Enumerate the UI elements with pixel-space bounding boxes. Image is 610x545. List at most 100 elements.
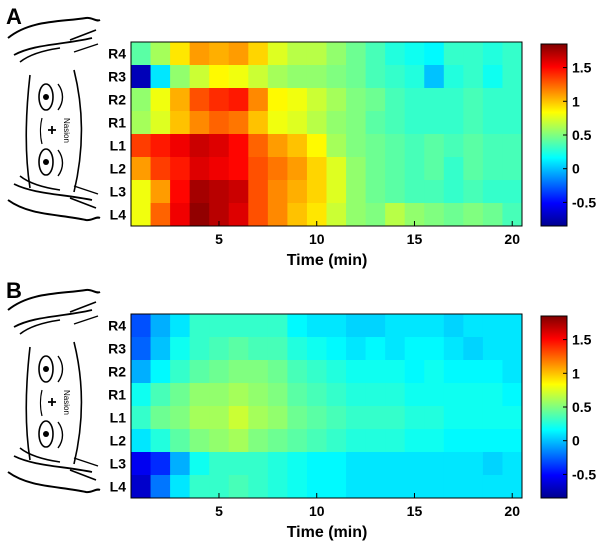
row-label: L1	[110, 138, 127, 154]
heatmap-cell	[443, 180, 464, 204]
heatmap-cell	[228, 360, 249, 384]
heatmap-cell	[365, 475, 386, 499]
heatmap-cell	[443, 475, 464, 499]
heatmap-cell	[150, 475, 171, 499]
heatmap-cell	[248, 180, 269, 204]
heatmap-cell	[482, 157, 503, 181]
heatmap-cell	[170, 452, 191, 476]
heatmap-cell	[502, 383, 523, 407]
row-label: R2	[108, 364, 126, 380]
nasion-label-b: Nasion	[62, 390, 71, 415]
heatmap-cell	[424, 203, 445, 227]
heatmap-cell	[209, 180, 230, 204]
heatmap-cell	[170, 65, 191, 89]
colorbar-tick-label: 1.5	[572, 60, 592, 76]
heatmap-cell	[365, 383, 386, 407]
heatmap-cell	[209, 406, 230, 430]
heatmap-cell	[443, 337, 464, 361]
row-label: L2	[110, 433, 127, 449]
x-tick-label: 10	[309, 503, 325, 519]
heatmap-cell	[248, 452, 269, 476]
row-label: R2	[108, 92, 126, 108]
heatmap-cell	[404, 88, 425, 112]
heatmap-cell	[189, 360, 210, 384]
row-label: R1	[108, 387, 126, 403]
heatmap-cell	[267, 314, 288, 338]
heatmap-cell	[404, 314, 425, 338]
heatmap-cell	[228, 475, 249, 499]
heatmap-cell	[404, 180, 425, 204]
heatmap-cell	[150, 203, 171, 227]
heatmap-cell	[209, 42, 230, 66]
heatmap-cell	[482, 111, 503, 135]
heatmap-cell	[248, 429, 269, 453]
heatmap-cell	[209, 360, 230, 384]
colorbar-tick-label: 0	[572, 161, 580, 177]
heatmap-cell	[267, 88, 288, 112]
heatmap-cell	[482, 314, 503, 338]
heatmap-cell	[170, 314, 191, 338]
heatmap-cell	[443, 383, 464, 407]
heatmap-cell	[228, 406, 249, 430]
heatmap-cell	[267, 475, 288, 499]
heatmap-cell	[385, 134, 406, 158]
heatmap-cell	[443, 406, 464, 430]
heatmap-cell	[482, 383, 503, 407]
heatmap-cell	[287, 383, 308, 407]
heatmap-cell	[209, 203, 230, 227]
heatmap-cell	[482, 42, 503, 66]
heatmap-cell	[287, 337, 308, 361]
heatmap-cell	[228, 134, 249, 158]
heatmap-cell	[287, 314, 308, 338]
heatmap-cell	[326, 180, 347, 204]
head-illustration-a: Nasion	[7, 16, 101, 222]
heatmap-cell	[424, 314, 445, 338]
heatmap-cell	[287, 452, 308, 476]
x-ticks-b: 5 10 15 20	[215, 493, 520, 519]
heatmap-cell	[502, 475, 523, 499]
heatmap-cell	[502, 406, 523, 430]
heatmap-cell	[385, 314, 406, 338]
heatmap-cell	[404, 360, 425, 384]
heatmap-cell	[306, 314, 327, 338]
heatmap-cell	[385, 65, 406, 89]
heatmap-cell	[443, 65, 464, 89]
heatmap-cell	[404, 383, 425, 407]
heatmap-cell	[424, 337, 445, 361]
heatmap-cell	[306, 360, 327, 384]
heatmap-cell	[404, 65, 425, 89]
heatmap-cell	[189, 452, 210, 476]
row-label: R4	[108, 46, 126, 62]
heatmap-cell	[228, 180, 249, 204]
heatmap-cell	[209, 111, 230, 135]
heatmap-cell	[150, 65, 171, 89]
heatmap-cell	[463, 406, 484, 430]
heatmap-cell	[346, 452, 367, 476]
heatmap-cell	[385, 88, 406, 112]
heatmap-cell	[482, 337, 503, 361]
heatmap-cell	[170, 134, 191, 158]
heatmap-cell	[209, 337, 230, 361]
heatmap-cell	[424, 360, 445, 384]
heatmap-cell	[346, 88, 367, 112]
heatmap-cell	[306, 88, 327, 112]
colorbar-tick-label: -0.5	[572, 466, 596, 482]
heatmap-cell	[150, 406, 171, 430]
heatmap-cell	[306, 111, 327, 135]
heatmap-cell	[306, 452, 327, 476]
heatmap-cell	[248, 203, 269, 227]
heatmap-cell	[326, 88, 347, 112]
heatmap-cell	[170, 360, 191, 384]
colorbar-tick-label: 1	[572, 93, 580, 109]
heatmap-cell	[443, 452, 464, 476]
heatmap-cell	[482, 180, 503, 204]
heatmap-cell	[385, 406, 406, 430]
row-label: R4	[108, 318, 126, 334]
heatmap-cell	[189, 429, 210, 453]
heatmap-cell	[306, 383, 327, 407]
heatmap-cell	[443, 134, 464, 158]
heatmap-cell	[502, 157, 523, 181]
heatmap-cell	[424, 65, 445, 89]
